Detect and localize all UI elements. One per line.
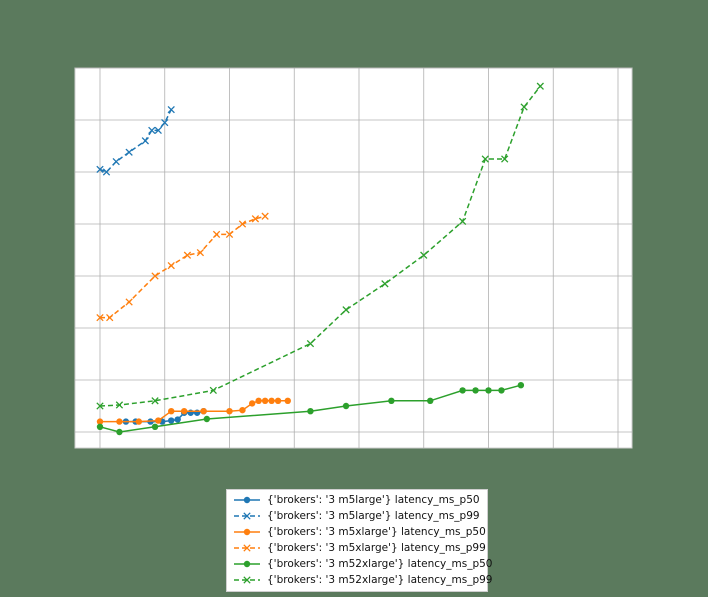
data-point — [261, 212, 269, 220]
data-point — [251, 215, 260, 223]
data-point — [154, 126, 162, 135]
data-point — [306, 339, 315, 348]
data-point — [388, 397, 395, 404]
legend-entry: {'brokers': '3 m5large'} latency_ms_p99 — [233, 508, 481, 524]
data-point — [209, 386, 217, 395]
legend-swatch — [234, 544, 260, 552]
data-point — [458, 217, 467, 226]
data-point — [420, 251, 428, 259]
series-2 — [96, 397, 291, 425]
data-point — [116, 418, 123, 425]
legend-swatch — [234, 576, 260, 584]
data-point — [151, 272, 159, 280]
data-point — [381, 280, 389, 288]
data-point — [248, 400, 256, 407]
data-point — [167, 261, 175, 270]
legend-entry: {'brokers': '3 m5xlarge'} latency_ms_p50 — [233, 524, 486, 540]
data-point — [168, 408, 175, 415]
data-point — [226, 408, 233, 415]
data-point — [168, 417, 175, 424]
data-point — [96, 313, 104, 322]
legend-swatch — [234, 496, 260, 504]
data-point — [342, 402, 350, 410]
data-point — [116, 428, 123, 436]
data-point — [125, 298, 133, 306]
legend-marker — [243, 496, 251, 504]
data-point — [498, 387, 505, 394]
data-point — [261, 397, 269, 404]
data-point — [255, 397, 262, 404]
data-point — [459, 387, 466, 394]
data-point — [200, 408, 207, 415]
legend-label: {'brokers': '3 m5large'} latency_ms_p50 — [267, 494, 480, 506]
data-point — [125, 148, 133, 156]
data-point — [274, 397, 282, 404]
data-point — [151, 423, 159, 430]
legend-swatch — [234, 528, 260, 536]
legend: {'brokers': '3 m5large'} latency_ms_p50 {… — [226, 489, 492, 592]
series-line-3 — [100, 215, 266, 319]
data-point — [203, 415, 211, 423]
data-point — [472, 387, 479, 394]
data-point — [167, 105, 175, 114]
data-point — [239, 406, 246, 414]
series-4 — [96, 382, 525, 436]
data-point — [501, 155, 509, 163]
data-point — [225, 230, 234, 239]
data-point — [520, 103, 528, 111]
legend-entry: {'brokers': '3 m5large'} latency_ms_p50 — [233, 492, 481, 508]
data-point — [196, 248, 205, 257]
legend-label: {'brokers': '3 m5xlarge'} latency_ms_p99 — [267, 542, 486, 554]
data-point — [180, 408, 188, 415]
data-point — [183, 251, 192, 259]
data-point — [96, 418, 104, 425]
legend-marker — [243, 512, 251, 520]
data-point — [141, 137, 149, 145]
legend-label: {'brokers': '3 m52xlarge'} latency_ms_p9… — [267, 574, 493, 586]
data-point — [307, 408, 314, 415]
data-point — [96, 165, 104, 174]
data-point — [112, 157, 120, 166]
legend-marker — [243, 544, 251, 552]
data-point — [517, 382, 525, 389]
data-point — [284, 397, 291, 404]
data-point — [536, 82, 544, 90]
data-point — [102, 168, 111, 176]
legend-label: {'brokers': '3 m52xlarge'} latency_ms_p5… — [267, 558, 493, 570]
series-5 — [96, 82, 544, 410]
data-point — [148, 126, 156, 135]
data-point — [155, 417, 162, 424]
legend-label: {'brokers': '3 m5large'} latency_ms_p99 — [267, 510, 480, 522]
data-point — [268, 397, 275, 404]
series-1 — [96, 105, 175, 176]
data-point — [212, 230, 221, 239]
plot-area — [74, 67, 633, 449]
legend-marker — [243, 560, 251, 568]
legend-label: {'brokers': '3 m5xlarge'} latency_ms_p50 — [267, 526, 486, 538]
series-layer — [96, 82, 544, 436]
series-3 — [96, 212, 269, 322]
legend-swatch — [234, 512, 260, 520]
data-point — [342, 306, 350, 314]
data-point — [427, 397, 434, 404]
legend-swatch — [234, 560, 260, 568]
data-point — [96, 423, 104, 430]
data-point — [115, 401, 124, 409]
data-point — [161, 118, 169, 127]
data-point — [106, 313, 114, 322]
data-point — [151, 397, 159, 405]
grid — [75, 67, 632, 448]
data-point — [96, 402, 104, 410]
legend-entry: {'brokers': '3 m5xlarge'} latency_ms_p99 — [233, 540, 486, 556]
data-point — [174, 416, 181, 423]
data-point — [238, 220, 247, 228]
legend-marker — [243, 528, 251, 536]
legend-marker — [243, 576, 251, 584]
data-point — [485, 387, 492, 394]
legend-entry: {'brokers': '3 m52xlarge'} latency_ms_p9… — [233, 572, 492, 588]
data-point — [135, 418, 143, 425]
data-point — [481, 155, 489, 163]
legend-entry: {'brokers': '3 m52xlarge'} latency_ms_p5… — [233, 556, 492, 572]
